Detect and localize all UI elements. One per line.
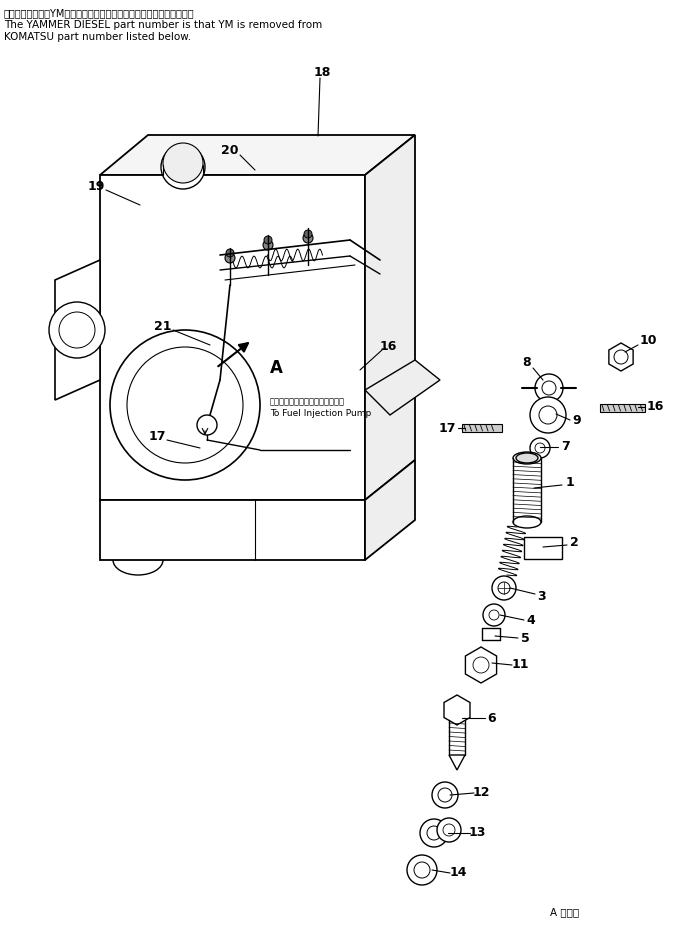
Circle shape xyxy=(161,145,205,189)
Circle shape xyxy=(530,438,550,458)
Text: 1: 1 xyxy=(566,477,574,490)
Circle shape xyxy=(530,397,566,433)
Circle shape xyxy=(535,374,563,402)
Text: フェルインジェクションポンプへ: フェルインジェクションポンプへ xyxy=(270,397,345,407)
Circle shape xyxy=(264,236,272,244)
Ellipse shape xyxy=(513,516,541,528)
Text: 16: 16 xyxy=(380,340,397,353)
Bar xyxy=(524,537,562,559)
Text: To Fuel Injection Pump: To Fuel Injection Pump xyxy=(270,409,371,419)
Polygon shape xyxy=(365,135,415,500)
Circle shape xyxy=(110,330,260,480)
Text: KOMATSU part number listed below.: KOMATSU part number listed below. xyxy=(4,32,191,42)
Text: 21: 21 xyxy=(155,319,172,332)
Text: 5: 5 xyxy=(521,632,529,644)
Polygon shape xyxy=(462,424,502,432)
Circle shape xyxy=(443,824,455,836)
Polygon shape xyxy=(100,135,415,175)
Text: 13: 13 xyxy=(469,827,486,840)
Polygon shape xyxy=(466,647,497,683)
Circle shape xyxy=(163,143,203,183)
Circle shape xyxy=(303,233,313,243)
Text: 12: 12 xyxy=(472,786,490,799)
Circle shape xyxy=(437,818,461,842)
Polygon shape xyxy=(365,360,440,415)
Circle shape xyxy=(427,826,441,840)
Text: 11: 11 xyxy=(511,658,529,671)
Text: 2: 2 xyxy=(570,536,578,549)
Circle shape xyxy=(498,582,510,594)
Circle shape xyxy=(473,657,489,673)
Polygon shape xyxy=(100,175,365,500)
Text: 7: 7 xyxy=(560,441,569,454)
Polygon shape xyxy=(600,404,645,412)
Polygon shape xyxy=(444,695,470,725)
Circle shape xyxy=(420,819,448,847)
Text: The YAMMER DIESEL part number is that YM is removed from: The YAMMER DIESEL part number is that YM… xyxy=(4,20,322,30)
Circle shape xyxy=(49,302,105,358)
Text: 8: 8 xyxy=(523,357,531,369)
Polygon shape xyxy=(100,500,365,560)
Text: 18: 18 xyxy=(313,67,331,80)
Text: 20: 20 xyxy=(221,144,239,156)
Text: A 拡大図: A 拡大図 xyxy=(551,907,580,917)
Circle shape xyxy=(225,253,235,263)
Circle shape xyxy=(542,381,556,395)
Circle shape xyxy=(263,240,273,250)
Text: 16: 16 xyxy=(647,401,664,414)
Text: 14: 14 xyxy=(449,867,466,880)
Circle shape xyxy=(535,443,545,453)
Text: 4: 4 xyxy=(526,614,535,627)
Text: 10: 10 xyxy=(639,334,657,347)
Circle shape xyxy=(483,604,505,626)
Polygon shape xyxy=(449,755,465,770)
Circle shape xyxy=(59,312,95,348)
Circle shape xyxy=(489,610,499,620)
Circle shape xyxy=(492,576,516,600)
Circle shape xyxy=(614,350,628,364)
Polygon shape xyxy=(55,260,100,400)
Text: 3: 3 xyxy=(538,590,546,603)
Text: 品番のメーカ記号YMを除いたものがヤンマーディーゼルの品番です。: 品番のメーカ記号YMを除いたものがヤンマーディーゼルの品番です。 xyxy=(4,8,195,18)
Ellipse shape xyxy=(513,452,541,464)
Circle shape xyxy=(304,230,312,238)
Text: 17: 17 xyxy=(148,430,166,443)
Text: 19: 19 xyxy=(88,180,105,193)
Circle shape xyxy=(438,788,452,802)
Circle shape xyxy=(127,347,243,463)
Ellipse shape xyxy=(516,453,538,463)
Text: A: A xyxy=(270,359,282,377)
Polygon shape xyxy=(365,460,415,560)
Circle shape xyxy=(197,415,217,435)
Polygon shape xyxy=(609,343,633,371)
Text: 9: 9 xyxy=(573,414,581,427)
Circle shape xyxy=(432,782,458,808)
Circle shape xyxy=(539,406,557,424)
Circle shape xyxy=(407,855,437,885)
Circle shape xyxy=(226,249,234,257)
Circle shape xyxy=(414,862,430,878)
Text: 17: 17 xyxy=(438,421,456,434)
Text: 6: 6 xyxy=(488,711,496,724)
